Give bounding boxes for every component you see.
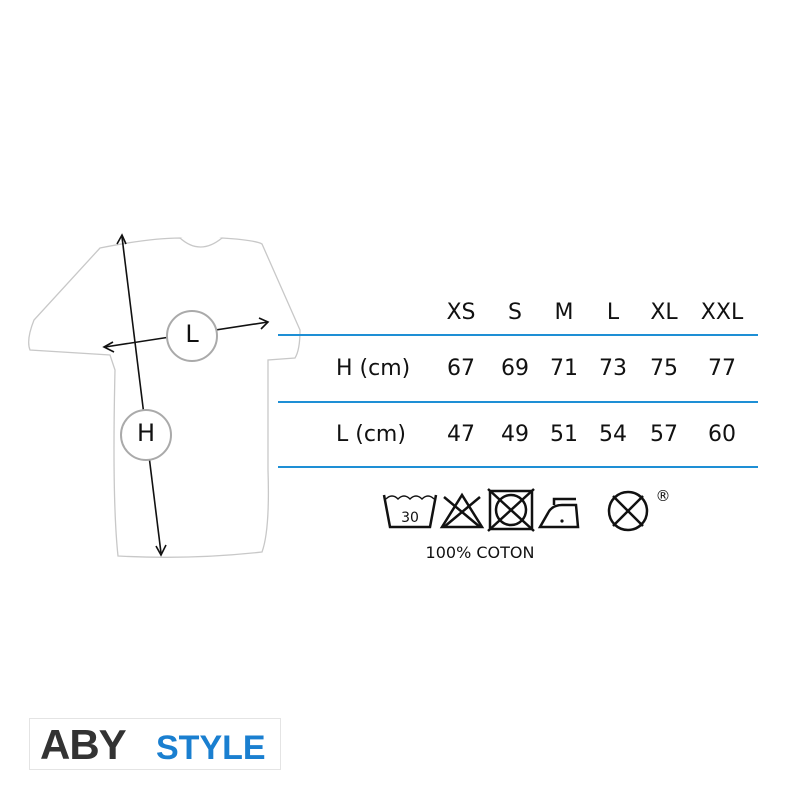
table-cell: 49 <box>501 422 529 447</box>
fabric-composition: 100% COTON <box>425 543 535 562</box>
iron-dot <box>560 519 564 523</box>
size-header: XS <box>446 300 476 325</box>
height-arrow <box>116 233 167 557</box>
brand-logo: ABY STYLE <box>29 718 281 770</box>
table-cell: 51 <box>550 422 578 447</box>
brand-logo-part1: ABY <box>40 721 127 768</box>
table-divider <box>278 401 758 403</box>
height-marker-circle <box>120 409 172 461</box>
table-divider <box>278 466 758 468</box>
width-marker-label: L <box>185 320 199 348</box>
no-bleach-icon <box>439 492 485 529</box>
table-cell: 54 <box>599 422 627 447</box>
wash-temperature: 30 <box>401 510 419 526</box>
tshirt-diagram <box>28 233 301 558</box>
table-divider <box>278 334 758 336</box>
no-tumble-dry-icon <box>487 488 535 532</box>
width-marker-circle <box>166 310 218 362</box>
registered-mark: ® <box>656 487 671 505</box>
table-cell: 69 <box>501 356 529 381</box>
size-header: XXL <box>700 300 744 325</box>
size-header: XL <box>650 300 678 325</box>
iron-low-icon <box>537 497 580 529</box>
row-label-width: L (cm) <box>336 422 406 447</box>
care-symbols: 30 ® <box>382 487 671 532</box>
table-cell: 47 <box>447 422 475 447</box>
size-header: M <box>554 300 574 325</box>
height-marker-label: H <box>136 419 156 447</box>
table-cell: 60 <box>708 422 736 447</box>
size-header: S <box>508 300 522 325</box>
table-cell: 71 <box>550 356 578 381</box>
table-cell: 73 <box>599 356 627 381</box>
table-cell: 57 <box>650 422 678 447</box>
tshirt-outline <box>28 237 301 558</box>
brand-logo-part2: STYLE <box>156 729 266 767</box>
wash-30-icon <box>382 494 438 529</box>
table-cell: 67 <box>447 356 475 381</box>
table-cell: 77 <box>708 356 736 381</box>
row-label-height: H (cm) <box>336 356 411 381</box>
no-dry-clean-icon <box>607 490 649 532</box>
size-header: L <box>606 300 620 325</box>
table-cell: 75 <box>650 356 678 381</box>
